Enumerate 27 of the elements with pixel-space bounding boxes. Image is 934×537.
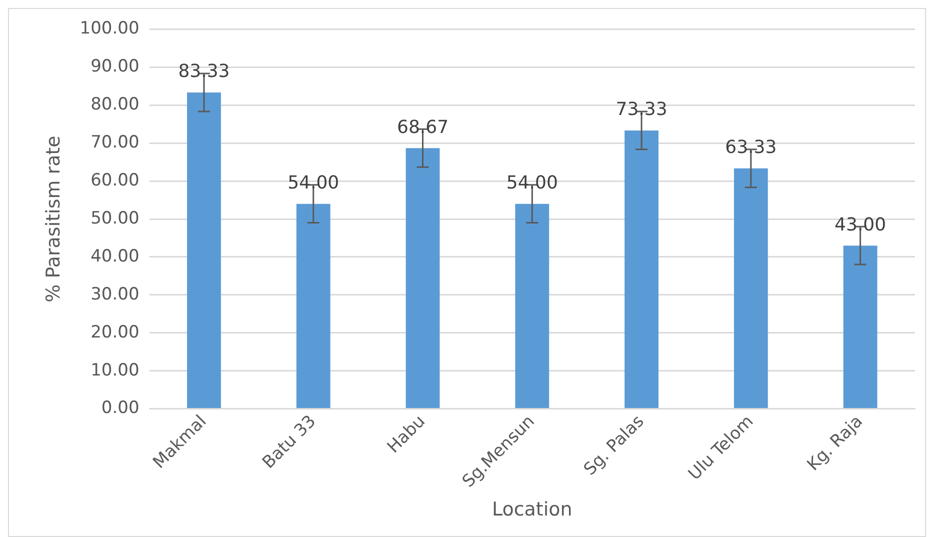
data-label: 43.00	[834, 214, 886, 236]
y-tick-label: 50.00	[90, 208, 140, 228]
bar	[734, 168, 768, 408]
y-tick-label: 0.00	[101, 398, 140, 418]
y-tick-label: 70.00	[90, 132, 140, 153]
data-label: 54.00	[506, 172, 558, 194]
bar	[187, 92, 221, 408]
data-label: 63.33	[725, 137, 777, 158]
y-axis-title: % Parasitism rate	[42, 136, 64, 302]
data-label: 73.33	[616, 99, 668, 120]
data-label: 54.00	[288, 172, 340, 194]
y-tick-label: 10.00	[90, 360, 140, 380]
y-tick-label: 80.00	[90, 94, 140, 115]
y-tick-label: 100.00	[80, 18, 140, 39]
y-tick-label: 60.00	[90, 170, 140, 190]
bar	[406, 148, 440, 408]
x-axis-title: Location	[492, 498, 572, 521]
bar	[515, 204, 550, 408]
y-tick-label: 90.00	[90, 56, 140, 77]
bar	[843, 246, 878, 408]
bar	[624, 130, 658, 408]
y-tick-label: 40.00	[90, 246, 140, 266]
y-tick-label: 20.00	[90, 322, 140, 342]
y-tick-label: 30.00	[90, 284, 140, 304]
data-label: 68.67	[396, 116, 449, 138]
bar	[296, 204, 330, 408]
data-label: 83.33	[178, 61, 230, 82]
